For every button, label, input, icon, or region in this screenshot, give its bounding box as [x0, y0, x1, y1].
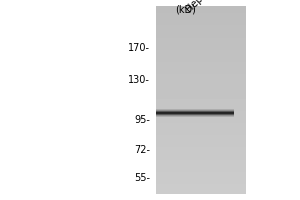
- Text: 170-: 170-: [128, 43, 150, 53]
- Text: (kD): (kD): [176, 5, 197, 15]
- Text: HepG2: HepG2: [183, 0, 214, 14]
- Text: 55-: 55-: [134, 173, 150, 183]
- Text: 72-: 72-: [134, 145, 150, 155]
- Text: 130-: 130-: [128, 75, 150, 85]
- Text: 95-: 95-: [134, 115, 150, 125]
